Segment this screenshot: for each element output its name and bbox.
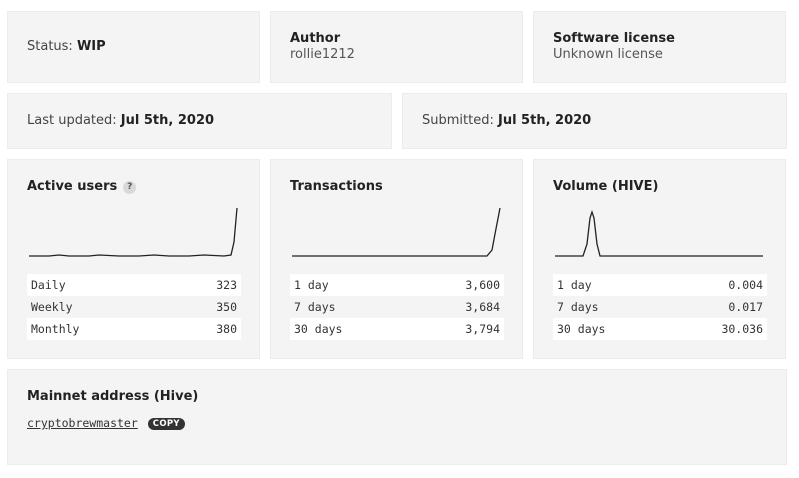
stat-label: 30 days [557, 322, 606, 336]
stat-label: 30 days [294, 322, 343, 336]
stat-label: Weekly [31, 300, 73, 314]
stat-row: 7 days 3,684 [290, 296, 504, 318]
transactions-stats: 1 day 3,600 7 days 3,684 30 days 3,794 [290, 274, 504, 340]
mainnet-title: Mainnet address (Hive) [27, 389, 199, 404]
stat-value: 350 [216, 300, 237, 314]
active-users-title: Active users [27, 179, 118, 194]
stat-label: 1 day [294, 278, 329, 292]
stat-value: 0.017 [728, 300, 763, 314]
stat-value: 3,794 [465, 322, 500, 336]
status-value: WIP [76, 39, 106, 54]
author-title: Author [290, 31, 341, 46]
stat-value: 380 [216, 322, 237, 336]
active-users-stats: Daily 323 Weekly 350 Monthly 380 [27, 274, 241, 340]
volume-title: Volume (HIVE) [553, 179, 659, 194]
transactions-title: Transactions [290, 179, 383, 194]
transactions-sparkline [292, 207, 501, 257]
help-icon[interactable]: ? [123, 181, 137, 194]
mainnet-card: Mainnet address (Hive) cryptobrewmaster C… [7, 369, 787, 465]
volume-stats: 1 day 0.004 7 days 0.017 30 days 30.036 [553, 274, 767, 340]
mainnet-address-link[interactable]: cryptobrewmaster [27, 416, 138, 430]
copy-button[interactable]: COPY [147, 418, 185, 430]
status-label: Status: [27, 39, 73, 54]
stat-row: 1 day 0.004 [553, 274, 767, 296]
author-name: rollie1212 [290, 47, 355, 62]
volume-card: Volume (HIVE) 1 day 0.004 7 days 0.017 30 … [533, 159, 786, 359]
transactions-card: Transactions 1 day 3,600 7 days 3,684 30 d… [270, 159, 523, 359]
stat-row: 7 days 0.017 [553, 296, 767, 318]
stat-value: 3,684 [465, 300, 500, 314]
status-card: Status: WIP [7, 11, 260, 83]
active-users-header: Active users? [27, 179, 137, 194]
mainnet-address-row: cryptobrewmaster COPY [27, 412, 185, 431]
stat-value: 30.036 [721, 322, 763, 336]
active-users-sparkline [29, 207, 238, 257]
license-title: Software license [553, 31, 675, 46]
stat-value: 0.004 [728, 278, 763, 292]
submitted-value: Jul 5th, 2020 [497, 113, 592, 128]
volume-sparkline [555, 209, 763, 257]
stat-row: 30 days 30.036 [553, 318, 767, 340]
active-users-card: Active users? Daily 323 Weekly 350 Monthly… [7, 159, 260, 359]
stat-value: 3,600 [465, 278, 500, 292]
stat-label: 7 days [294, 300, 336, 314]
stat-row: 30 days 3,794 [290, 318, 504, 340]
stat-row: Daily 323 [27, 274, 241, 296]
stat-row: 1 day 3,600 [290, 274, 504, 296]
submitted-label: Submitted: [422, 113, 494, 128]
last-updated-label: Last updated: [27, 113, 117, 128]
stat-row: Monthly 380 [27, 318, 241, 340]
stat-label: 1 day [557, 278, 592, 292]
stat-row: Weekly 350 [27, 296, 241, 318]
license-value: Unknown license [553, 47, 663, 62]
stat-label: 7 days [557, 300, 599, 314]
stat-value: 323 [216, 278, 237, 292]
last-updated-value: Jul 5th, 2020 [120, 113, 215, 128]
submitted-card: Submitted: Jul 5th, 2020 [402, 93, 787, 149]
stat-label: Daily [31, 278, 66, 292]
stat-label: Monthly [31, 322, 80, 336]
author-card: Author rollie1212 [270, 11, 523, 83]
license-card: Software license Unknown license [533, 11, 786, 83]
last-updated-card: Last updated: Jul 5th, 2020 [7, 93, 392, 149]
